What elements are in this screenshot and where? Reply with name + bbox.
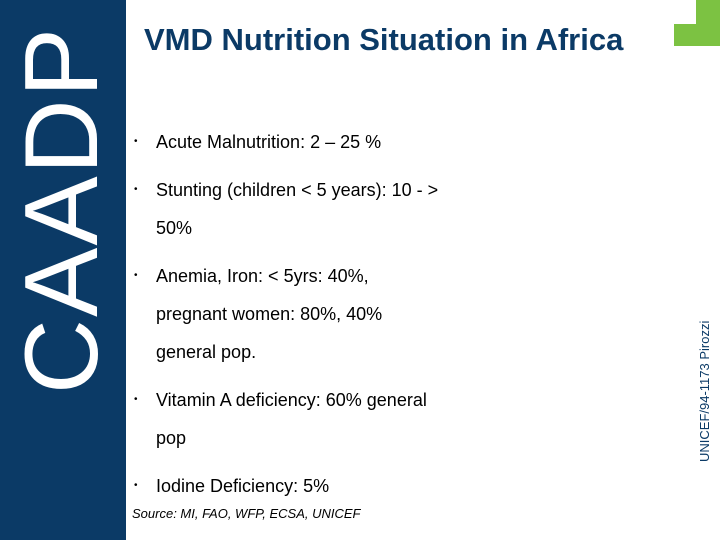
- bullet-list: • Acute Malnutrition: 2 – 25 % • Stuntin…: [134, 123, 444, 505]
- photo-credit: UNICEF/94-1173 Pirozzi: [697, 320, 712, 462]
- bullet-text: Vitamin A deficiency: 60% general pop: [156, 390, 427, 448]
- bullet-dot: •: [134, 270, 138, 281]
- bullet-vitamin-a: • Vitamin A deficiency: 60% general pop: [134, 381, 444, 457]
- page-title: VMD Nutrition Situation in Africa: [144, 22, 624, 57]
- sidebar: CAADP: [0, 0, 126, 540]
- bullet-dot: •: [134, 394, 138, 405]
- caadp-logo-text: CAADP: [4, 25, 120, 395]
- bullet-text: Acute Malnutrition: 2 – 25 %: [156, 132, 382, 152]
- bullet-text: Iodine Deficiency: 5%: [156, 476, 330, 496]
- bullet-acute-malnutrition: • Acute Malnutrition: 2 – 25 %: [134, 123, 444, 161]
- bullet-text: Stunting (children < 5 years): 10 - > 50…: [156, 180, 439, 238]
- bullet-anemia: • Anemia, Iron: < 5yrs: 40%, pregnant wo…: [134, 257, 444, 371]
- bullet-stunting: • Stunting (children < 5 years): 10 - > …: [134, 171, 444, 247]
- bullet-dot: •: [134, 480, 138, 491]
- bullet-dot: •: [134, 184, 138, 195]
- bullet-dot: •: [134, 136, 138, 147]
- corner-square: [672, 0, 696, 24]
- caadp-logo: CAADP: [4, 20, 120, 400]
- source-note: Source: MI, FAO, WFP, ECSA, UNICEF: [132, 506, 361, 521]
- bullet-text: Anemia, Iron: < 5yrs: 40%, pregnant wome…: [156, 266, 383, 362]
- bullet-iodine: • Iodine Deficiency: 5%: [134, 467, 444, 505]
